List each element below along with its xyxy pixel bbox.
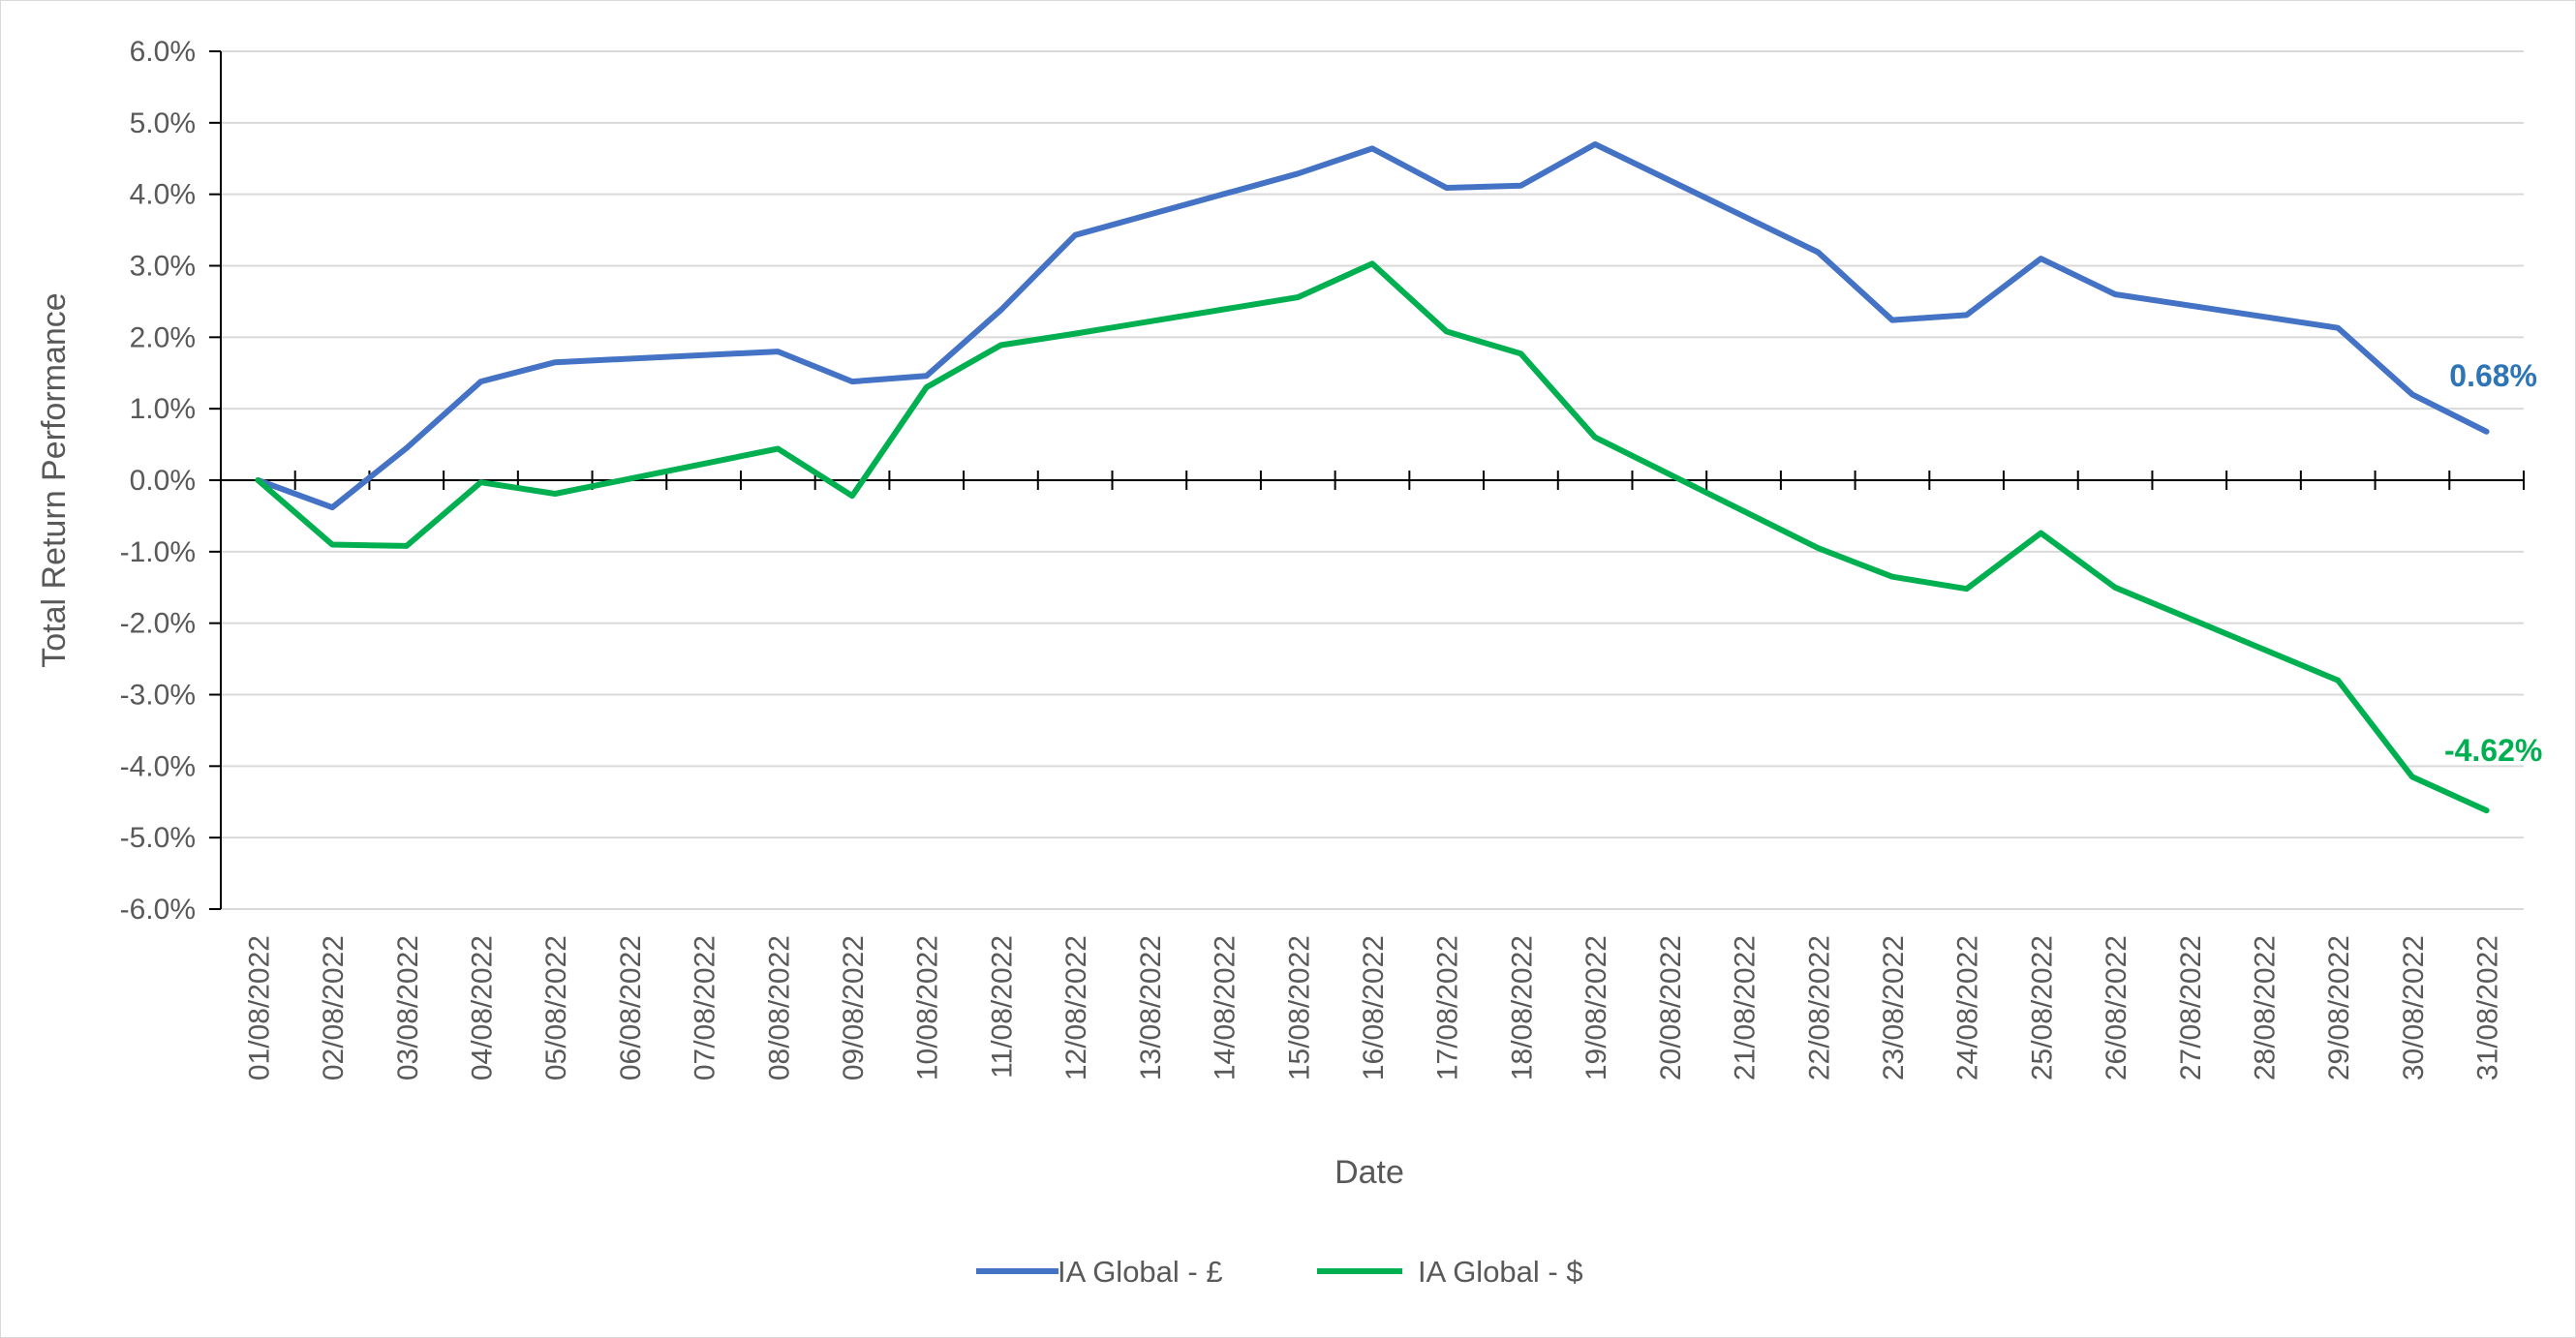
y-tick-label: -2.0% — [120, 608, 196, 640]
y-tick-label: 6.0% — [130, 36, 196, 68]
x-tick-label: 20/08/2022 — [1655, 935, 1687, 1080]
y-axis-title: Total Return Performance — [36, 292, 73, 667]
x-tick-label: 23/08/2022 — [1878, 935, 1910, 1080]
x-tick-label: 06/08/2022 — [615, 935, 647, 1080]
x-tick-label: 27/08/2022 — [2175, 935, 2207, 1080]
x-tick-label: 29/08/2022 — [2323, 935, 2355, 1080]
x-tick-label: 26/08/2022 — [2101, 935, 2132, 1080]
y-axis: 6.0% 5.0% 4.0% 3.0% 2.0% 1.0% 0.0% -1.0% -2.0% -3… — [120, 36, 222, 926]
x-tick-label: 25/08/2022 — [2026, 935, 2058, 1080]
y-tick-label: -1.0% — [120, 536, 196, 568]
x-tick-label: 18/08/2022 — [1506, 935, 1538, 1080]
x-axis: 01/08/2022 02/08/2022 03/08/2022 04/08/2022… — [220, 471, 2525, 1080]
x-tick-label: 30/08/2022 — [2398, 935, 2430, 1080]
legend: IA Global - £ IA Global - $ — [976, 1255, 1583, 1289]
y-tick-label: -6.0% — [120, 894, 196, 926]
x-tick-label: 19/08/2022 — [1580, 935, 1612, 1080]
x-tick-label: 22/08/2022 — [1803, 935, 1835, 1080]
x-tick-label: 09/08/2022 — [838, 935, 870, 1080]
x-tick-label: 11/08/2022 — [986, 935, 1018, 1079]
y-tick-label: 4.0% — [130, 179, 196, 211]
x-tick-label: 04/08/2022 — [466, 935, 498, 1080]
data-label: 0.68% — [2449, 358, 2537, 393]
y-tick-label: -4.0% — [120, 750, 196, 782]
series-line-2 — [255, 260, 2490, 814]
series-lines — [255, 141, 2490, 814]
y-tick-label: 3.0% — [130, 251, 196, 283]
x-tick-label: 02/08/2022 — [318, 935, 350, 1080]
y-tick-label: 2.0% — [130, 321, 196, 353]
y-tick-label: 1.0% — [130, 393, 196, 425]
data-label: -4.62% — [2444, 733, 2542, 768]
x-tick-label: 08/08/2022 — [763, 935, 795, 1080]
y-tick-label: 0.0% — [130, 465, 196, 497]
x-tick-label: 12/08/2022 — [1060, 935, 1092, 1080]
x-tick-label: 15/08/2022 — [1283, 935, 1315, 1080]
x-tick-label: 24/08/2022 — [1952, 935, 1984, 1080]
x-tick-label: 28/08/2022 — [2250, 935, 2282, 1080]
legend-label-1: IA Global - £ — [1058, 1255, 1223, 1289]
x-tick-label: 10/08/2022 — [912, 935, 944, 1080]
x-tick-label: 16/08/2022 — [1358, 935, 1390, 1080]
x-tick-label: 03/08/2022 — [392, 935, 424, 1080]
y-tick-label: -5.0% — [120, 822, 196, 854]
series-line-1 — [255, 141, 2490, 511]
x-tick-label: 31/08/2022 — [2472, 935, 2504, 1080]
x-tick-label: 13/08/2022 — [1135, 935, 1167, 1080]
x-tick-label: 17/08/2022 — [1432, 935, 1464, 1080]
x-tick-label: 21/08/2022 — [1730, 935, 1762, 1080]
x-axis-title: Date — [1334, 1154, 1404, 1191]
y-tick-label: -3.0% — [120, 680, 196, 712]
x-tick-label: 05/08/2022 — [540, 935, 572, 1080]
legend-label-2: IA Global - $ — [1418, 1255, 1583, 1289]
x-tick-label: 07/08/2022 — [690, 935, 721, 1080]
x-tick-label: 01/08/2022 — [243, 935, 275, 1080]
x-tick-label: 14/08/2022 — [1210, 935, 1242, 1080]
gridlines — [221, 50, 2524, 910]
end-labels: 0.68% -4.62% — [2444, 358, 2542, 768]
y-tick-label: 5.0% — [130, 107, 196, 139]
